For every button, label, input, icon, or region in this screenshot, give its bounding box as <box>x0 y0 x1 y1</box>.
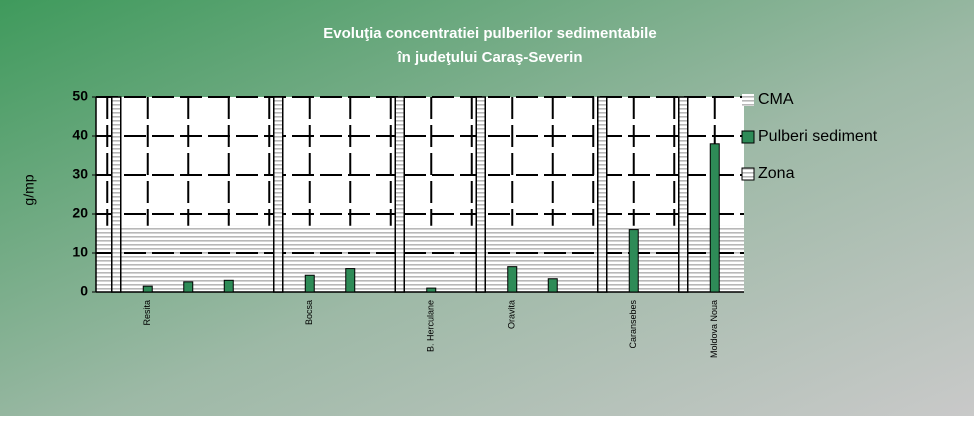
y-tick-label: 40 <box>72 127 88 143</box>
x-tick-label: B. Herculane <box>426 300 436 352</box>
bar <box>304 274 315 293</box>
y-tick-label: 10 <box>72 244 88 260</box>
x-tick-label: Oravita <box>507 300 517 329</box>
bar <box>426 287 437 293</box>
zona-bar <box>273 96 284 293</box>
cma-area <box>96 225 744 292</box>
y-tick-label: 50 <box>72 88 88 104</box>
bar <box>628 229 639 293</box>
bar <box>223 279 234 293</box>
zona-bar <box>394 96 405 293</box>
chart-title: Evoluţia concentratiei pulberilor sedime… <box>323 25 656 42</box>
legend-swatch <box>742 94 754 106</box>
zona-bar <box>475 96 486 293</box>
chart-title: în judeţului Caraş-Severin <box>396 49 582 66</box>
bar <box>507 266 518 293</box>
x-tick-label: Bocsa <box>304 300 314 325</box>
legend-label: CMA <box>758 91 794 108</box>
zona-bar <box>678 96 689 293</box>
legend-swatch <box>741 130 755 144</box>
y-tick-label: 0 <box>80 283 88 299</box>
y-tick-label: 20 <box>72 205 88 221</box>
y-axis-label: g/mp <box>21 174 37 205</box>
bar <box>709 143 720 293</box>
x-tick-label: Moldova Noua <box>709 300 719 358</box>
zona-bar <box>597 96 608 293</box>
legend-label: Pulberi sediment <box>758 128 878 145</box>
x-tick-label: Resita <box>142 300 152 326</box>
x-tick-label: Caransebes <box>628 300 638 349</box>
bar <box>142 285 153 293</box>
bar <box>183 281 194 293</box>
zona-bar <box>111 96 122 293</box>
legend-swatch <box>741 167 755 181</box>
bar <box>547 278 558 293</box>
bar <box>345 268 356 293</box>
legend-label: Zona <box>758 165 795 182</box>
y-tick-label: 30 <box>72 166 88 182</box>
